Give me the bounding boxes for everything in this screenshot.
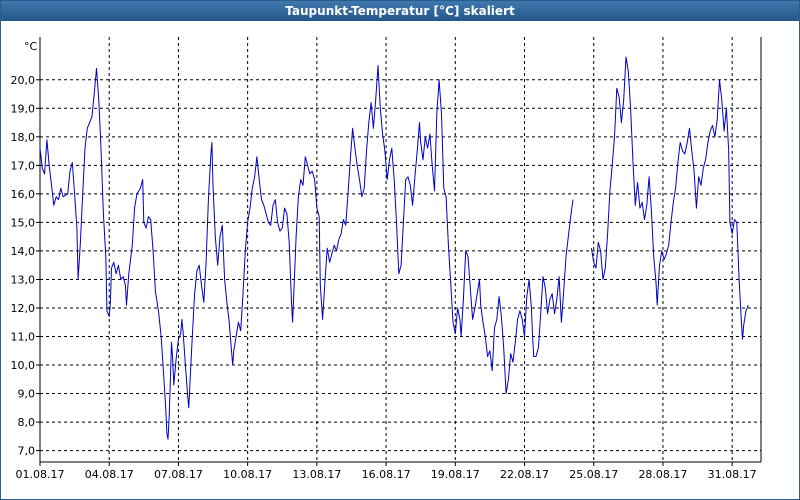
title-bar: Taupunkt-Temperatur [°C] skaliert xyxy=(1,1,799,21)
y-axis-unit-label: °C xyxy=(24,40,38,53)
x-tick-label: 01.08.17 xyxy=(16,468,65,481)
x-tick-label: 31.08.17 xyxy=(708,468,757,481)
y-tick-label: 19,0 xyxy=(11,102,36,115)
x-axis-tick-labels: 01.08.17 04.08.17 07.08.17 10.08.17 13.08.17… xyxy=(16,468,757,481)
y-tick-label: 18,0 xyxy=(11,131,36,144)
chart-title: Taupunkt-Temperatur [°C] skaliert xyxy=(285,4,515,18)
y-tick-label: 15,0 xyxy=(11,216,36,229)
x-tick-label: 16.08.17 xyxy=(362,468,411,481)
data-series xyxy=(39,56,749,440)
y-tick-label: 11,0 xyxy=(11,330,36,343)
y-tick-label: 12,0 xyxy=(11,302,36,315)
axes xyxy=(36,37,762,466)
x-tick-label: 19.08.17 xyxy=(431,468,480,481)
y-tick-label: 17,0 xyxy=(11,159,36,172)
x-tick-label: 10.08.17 xyxy=(223,468,272,481)
x-tick-label: 25.08.17 xyxy=(569,468,618,481)
x-tick-label: 07.08.17 xyxy=(154,468,203,481)
series-line-segment-1 xyxy=(39,65,574,440)
y-tick-label: 14,0 xyxy=(11,245,36,258)
y-tick-label: 16,0 xyxy=(11,188,36,201)
y-tick-label: 20,0 xyxy=(11,74,36,87)
y-axis-tick-labels: 7,0 8,0 9,0 10,0 11,0 12,0 13,0 14,0 15,0 16,0 17,… xyxy=(11,74,36,458)
y-tick-label: 10,0 xyxy=(11,359,36,372)
grid-lines xyxy=(40,37,761,462)
x-tick-label: 04.08.17 xyxy=(85,468,134,481)
series-line-segment-2 xyxy=(590,56,749,340)
y-tick-label: 7,0 xyxy=(18,445,36,458)
y-tick-label: 9,0 xyxy=(18,388,36,401)
y-tick-label: 13,0 xyxy=(11,273,36,286)
x-tick-label: 22.08.17 xyxy=(500,468,549,481)
x-tick-label: 13.08.17 xyxy=(292,468,341,481)
y-tick-label: 8,0 xyxy=(18,416,36,429)
x-tick-label: 28.08.17 xyxy=(638,468,687,481)
